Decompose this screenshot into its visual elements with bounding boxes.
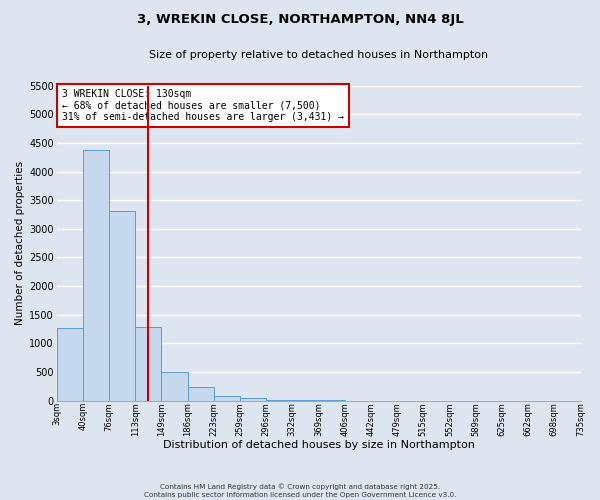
Y-axis label: Number of detached properties: Number of detached properties <box>15 161 25 325</box>
Text: Contains HM Land Registry data © Crown copyright and database right 2025.
Contai: Contains HM Land Registry data © Crown c… <box>144 484 456 498</box>
Bar <box>56 328 83 400</box>
Bar <box>188 388 214 400</box>
Bar <box>83 150 109 400</box>
Bar <box>240 398 266 400</box>
Bar <box>109 210 136 400</box>
X-axis label: Distribution of detached houses by size in Northampton: Distribution of detached houses by size … <box>163 440 475 450</box>
Bar <box>214 396 240 400</box>
Title: Size of property relative to detached houses in Northampton: Size of property relative to detached ho… <box>149 50 488 60</box>
Text: 3 WREKIN CLOSE: 130sqm
← 68% of detached houses are smaller (7,500)
31% of semi-: 3 WREKIN CLOSE: 130sqm ← 68% of detached… <box>62 89 344 122</box>
Text: 3, WREKIN CLOSE, NORTHAMPTON, NN4 8JL: 3, WREKIN CLOSE, NORTHAMPTON, NN4 8JL <box>137 12 463 26</box>
Bar <box>136 326 161 400</box>
Bar <box>161 372 188 400</box>
